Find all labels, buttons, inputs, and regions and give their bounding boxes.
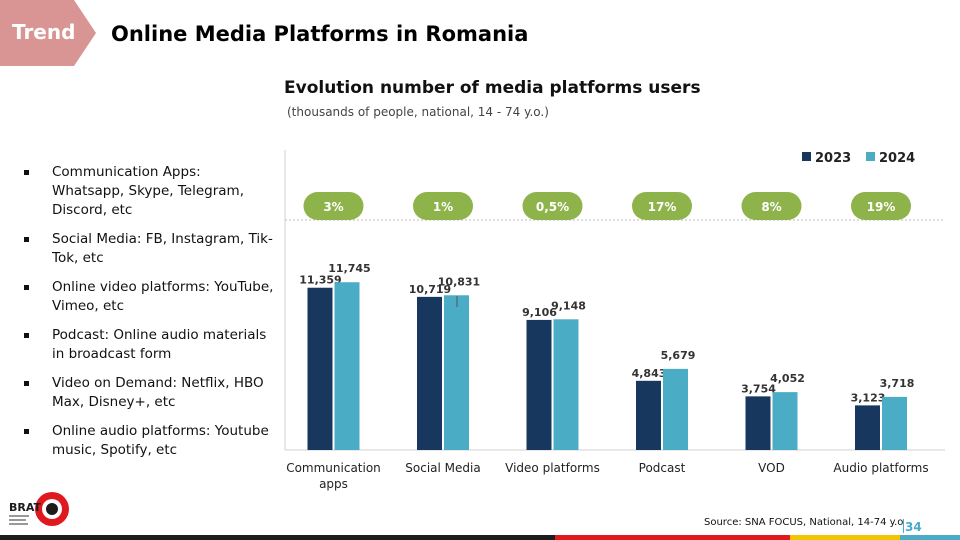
data-label-2023: 4,843 [632,367,667,380]
data-label-2024: 5,679 [661,349,696,362]
source-note: Source: SNA FOCUS, National, 14-74 y.o [704,517,904,528]
bullet-icon [24,333,29,338]
bullet-item: Online video platforms: YouTube, Vimeo, … [22,278,277,316]
category-label: VOD [758,461,785,475]
data-label-2024: 4,052 [770,372,805,385]
bar-segment-yellow [790,535,900,540]
data-label-2023: 11,359 [299,274,341,287]
bullet-item: Video on Demand: Netflix, HBO Max, Disne… [22,374,277,412]
bullet-icon [24,381,29,386]
bar-segment-red [555,535,790,540]
data-label-2023: 9,106 [522,306,557,319]
growth-badge [413,192,473,220]
bullet-item: Podcast: Online audio materials in broad… [22,326,277,364]
data-label-2024: 11,745 [328,262,370,275]
data-label-2023: 3,754 [741,382,776,395]
page-number: 34 [905,520,922,534]
growth-label: 0,5% [536,200,569,214]
bullet-icon [24,170,29,175]
growth-badge [522,192,583,220]
growth-badge [303,192,364,220]
legend-swatch-2024 [866,152,875,161]
growth-label: 17% [648,200,677,214]
bar-2024 [772,392,798,450]
growth-label: 8% [761,200,781,214]
legend-label-2024: 2024 [879,151,915,166]
category-label: Video platforms [505,461,600,475]
bullet-text: Online video platforms: YouTube, Vimeo, … [52,279,274,314]
logo-icon: BRAT [9,492,69,526]
logo-text: BRAT [9,501,42,514]
bar-2023 [417,296,442,450]
growth-badge [632,192,692,220]
growth-badge [851,192,911,220]
bar-2024 [663,368,688,450]
bullet-icon [24,285,29,290]
brat-logo: BRAT [8,488,70,534]
data-label-2024: 10,831 [438,275,480,288]
bar-2023 [636,380,661,450]
bullet-item: Online audio platforms: Youtube music, S… [22,422,277,460]
bottom-color-bar [0,535,960,540]
growth-badge [741,192,802,220]
bar-2024 [334,282,360,450]
bar-2024 [553,319,579,450]
growth-label: 19% [867,200,896,214]
data-label-2023: 10,719 [409,283,451,296]
bar-2023 [526,319,552,450]
category-label: apps [319,477,348,491]
legend-label-2023: 2023 [815,151,851,166]
bar-2023 [745,396,771,450]
chart-title: Evolution number of media platforms user… [284,78,701,98]
bar-2023 [307,287,333,450]
data-label-2024: 9,148 [551,299,586,312]
growth-label: 3% [323,200,343,214]
bullet-text: Communication Apps: Whatsapp, Skype, Tel… [52,164,244,218]
page-number-divider [903,519,904,533]
category-label: Audio platforms [833,461,928,475]
data-label-2024: 3,718 [880,377,915,390]
category-label: Podcast [639,461,686,475]
bar-2023 [855,405,880,450]
chart-subtitle: (thousands of people, national, 14 - 74 … [287,105,549,119]
bullet-icon [24,237,29,242]
bullet-item: Social Media: FB, Instagram, Tik-Tok, et… [22,230,277,268]
bar-2024 [882,396,907,450]
category-label: Communication [286,461,381,475]
legend-swatch-2023 [802,152,811,161]
bullet-item: Communication Apps: Whatsapp, Skype, Tel… [22,163,277,220]
bullet-text: Podcast: Online audio materials in broad… [52,327,267,362]
bullet-text: Video on Demand: Netflix, HBO Max, Disne… [52,375,264,410]
trend-tag: Trend [0,0,96,66]
bar-2024 [444,295,469,450]
growth-label: 1% [433,200,453,214]
bullet-text: Social Media: FB, Instagram, Tik-Tok, et… [52,231,273,266]
category-label: Social Media [405,461,480,475]
bar-segment-dark [0,535,555,540]
page-title: Online Media Platforms in Romania [111,22,529,46]
data-label-2023: 3,123 [851,391,886,404]
category-definitions-list: Communication Apps: Whatsapp, Skype, Tel… [22,163,277,470]
bar-chart: 3%11,35911,745Communicationapps1%10,7191… [284,150,945,491]
bullet-text: Online audio platforms: Youtube music, S… [52,423,269,458]
trend-tag-shape [0,0,96,66]
bar-segment-blue [900,535,960,540]
bullet-icon [24,429,29,434]
trend-label: Trend [12,20,76,44]
